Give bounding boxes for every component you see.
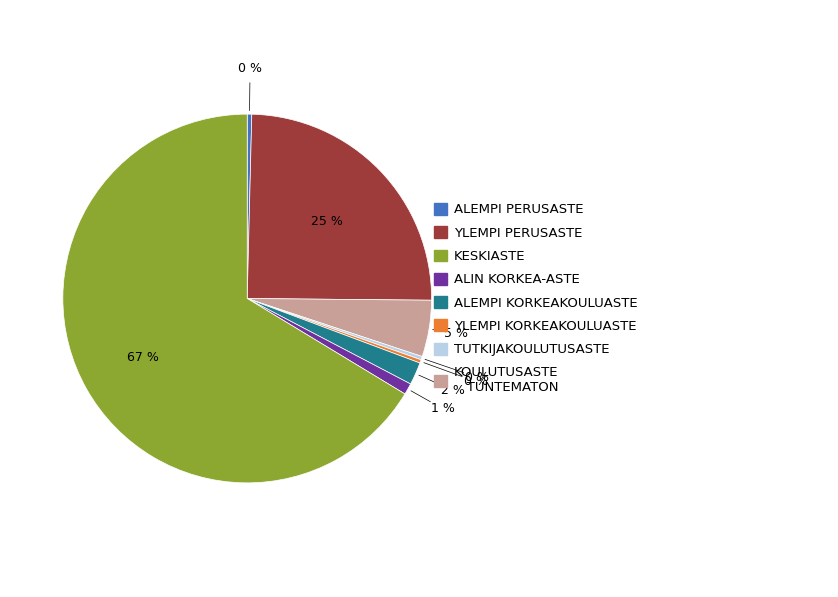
Text: 25 %: 25 % [311,215,343,228]
Wedge shape [247,298,422,360]
Wedge shape [63,114,405,483]
Wedge shape [247,114,251,298]
Text: 1 %: 1 % [432,402,455,416]
Text: 0 %: 0 % [465,371,489,384]
Text: 0 %: 0 % [464,375,488,388]
Wedge shape [247,298,420,384]
Text: 0 %: 0 % [238,61,262,75]
Wedge shape [247,298,432,356]
Text: 5 %: 5 % [444,327,468,340]
Wedge shape [247,298,411,394]
Text: 67 %: 67 % [127,351,158,364]
Legend: ALEMPI PERUSASTE, YLEMPI PERUSASTE, KESKIASTE, ALIN KORKEA-ASTE, ALEMPI KORKEAKO: ALEMPI PERUSASTE, YLEMPI PERUSASTE, KESK… [429,198,643,399]
Wedge shape [247,114,432,300]
Text: 2 %: 2 % [441,384,464,396]
Wedge shape [247,298,421,363]
